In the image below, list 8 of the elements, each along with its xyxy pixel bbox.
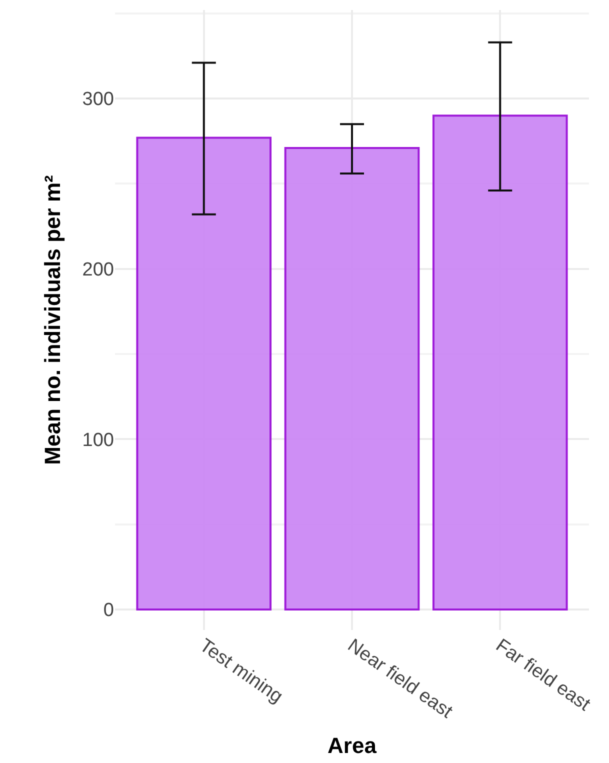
- y-tick-label: 0: [103, 600, 114, 622]
- y-axis-title: Mean no. individuals per m²: [40, 175, 66, 465]
- y-tick-label: 200: [82, 260, 114, 281]
- x-tick-label: Near field east: [344, 635, 457, 724]
- x-axis-title: Area: [328, 732, 378, 758]
- y-tick-label: 100: [82, 430, 114, 451]
- y-tick-label: 300: [82, 89, 114, 110]
- x-tick-label: Far field east: [492, 635, 594, 716]
